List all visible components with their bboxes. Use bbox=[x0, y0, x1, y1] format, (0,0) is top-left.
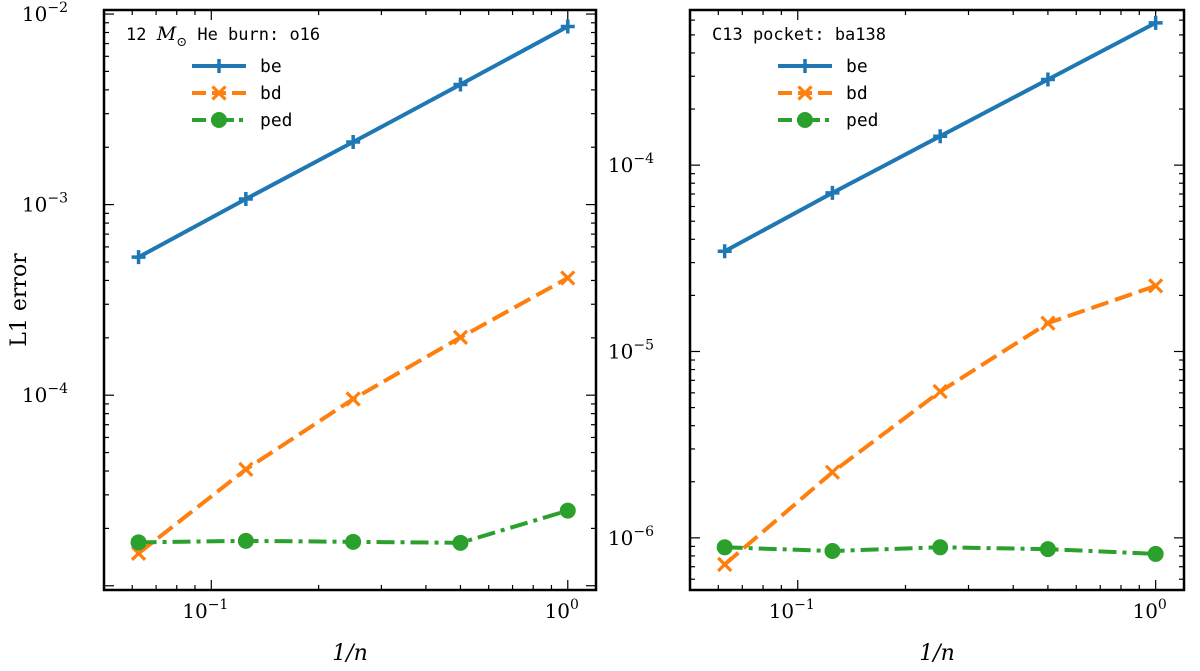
marker-plus bbox=[933, 129, 948, 144]
marker-x bbox=[452, 329, 469, 346]
marker-plus bbox=[346, 135, 361, 150]
marker-plus bbox=[131, 250, 146, 265]
plot-frame bbox=[102, 8, 598, 592]
marker-plus bbox=[453, 77, 468, 92]
series-line-bd bbox=[137, 276, 569, 555]
marker-circle bbox=[824, 543, 841, 560]
marker-x bbox=[211, 85, 227, 101]
y-tick-label: 10−2 bbox=[22, 0, 68, 26]
legend-item-bd: bd bbox=[192, 83, 282, 104]
marker-x bbox=[345, 391, 361, 407]
marker-x bbox=[560, 270, 576, 286]
marker-plus bbox=[238, 192, 253, 207]
x-ticks bbox=[689, 10, 1157, 590]
series-be bbox=[717, 15, 1163, 259]
legend-item-be: be bbox=[778, 56, 868, 77]
marker-plus bbox=[212, 59, 226, 73]
series-bd bbox=[717, 278, 1164, 573]
marker-circle bbox=[1147, 545, 1164, 562]
series-ped bbox=[716, 539, 1164, 562]
legend-label: bd bbox=[260, 83, 282, 104]
y-axis-label: L1 error bbox=[7, 253, 32, 347]
marker-circle bbox=[237, 532, 254, 549]
marker-circle bbox=[932, 539, 949, 556]
marker-x bbox=[824, 464, 841, 480]
y-tick-label: 10−5 bbox=[608, 337, 654, 363]
x-tick-label: 100 bbox=[545, 597, 579, 623]
plot-frame bbox=[688, 8, 1186, 592]
marker-plus bbox=[798, 59, 812, 73]
legend-label: be bbox=[260, 56, 282, 77]
marker-plus bbox=[717, 244, 732, 259]
marker-circle bbox=[716, 539, 733, 556]
y-tick-label: 10−3 bbox=[22, 191, 68, 217]
marker-x bbox=[717, 556, 733, 573]
series-ped bbox=[130, 502, 576, 551]
legend-label: bd bbox=[846, 83, 868, 104]
subplot-2: 10−1 100 10−6 10−5 10−4 1/n be bd ped C13 pocket:… bbox=[608, 8, 1186, 666]
marker-x bbox=[932, 383, 948, 400]
y-ticks bbox=[690, 19, 1184, 580]
marker-circle bbox=[1039, 541, 1056, 558]
x-tick-label: 10−1 bbox=[182, 597, 228, 623]
x-tick-label: 10−1 bbox=[769, 597, 815, 623]
marker-circle bbox=[211, 112, 227, 128]
legend-label: be bbox=[846, 56, 868, 77]
marker-x bbox=[1148, 278, 1164, 294]
panel-title: 12 M⊙ He burn: o16 bbox=[126, 23, 320, 50]
marker-x bbox=[1040, 315, 1056, 331]
legend-label: ped bbox=[846, 110, 879, 131]
series-be bbox=[131, 19, 575, 265]
legend-item-ped: ped bbox=[192, 110, 293, 131]
marker-x bbox=[238, 461, 254, 478]
x-ticks bbox=[103, 10, 569, 590]
x-axis-label: 1/n bbox=[332, 641, 368, 666]
legend-item-be: be bbox=[192, 56, 282, 77]
legend-item-bd: bd bbox=[778, 83, 868, 104]
legend: be bd ped bbox=[192, 56, 293, 131]
x-axis-label: 1/n bbox=[919, 641, 955, 666]
legend-label: ped bbox=[260, 110, 293, 131]
marker-circle bbox=[345, 533, 362, 550]
y-tick-label: 10−6 bbox=[608, 524, 654, 550]
marker-circle bbox=[797, 112, 813, 128]
y-ticks bbox=[104, 13, 596, 587]
legend: be bd ped bbox=[778, 56, 879, 131]
marker-plus bbox=[560, 19, 575, 34]
marker-circle bbox=[559, 502, 576, 519]
marker-plus bbox=[825, 185, 840, 200]
marker-x bbox=[797, 85, 813, 101]
marker-circle bbox=[130, 534, 147, 551]
y-tick-label: 10−4 bbox=[22, 381, 68, 407]
series-line-bd bbox=[723, 283, 1157, 566]
subplot-1: 10−1 100 10−4 10−3 10−2 1/n L1 error be bd ped 12 … bbox=[7, 0, 598, 666]
panel-title: C13 pocket: ba138 bbox=[712, 25, 886, 45]
y-tick-label: 10−4 bbox=[608, 151, 654, 177]
marker-plus bbox=[1148, 15, 1163, 30]
series-bd bbox=[130, 270, 576, 561]
x-tick-label: 100 bbox=[1132, 597, 1166, 623]
legend-item-ped: ped bbox=[778, 110, 879, 131]
marker-plus bbox=[1040, 72, 1055, 87]
marker-circle bbox=[452, 534, 469, 551]
